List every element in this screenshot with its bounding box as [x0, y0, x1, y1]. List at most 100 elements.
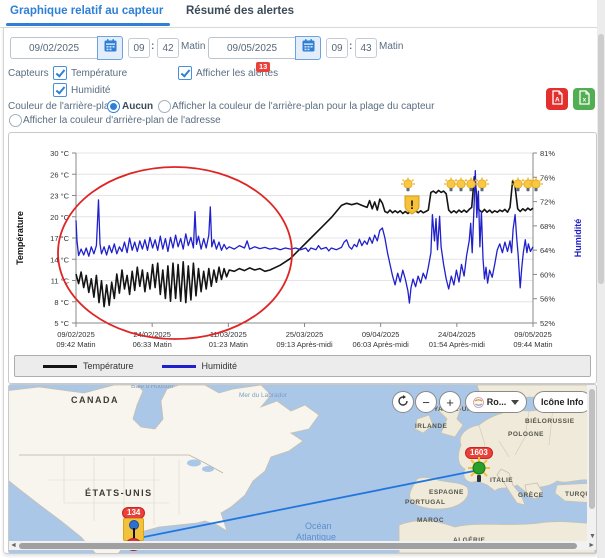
map-reset-button[interactable] [392, 391, 414, 413]
svg-text:06:03 Après-midi: 06:03 Après-midi [353, 340, 410, 349]
end-minute-input[interactable] [355, 38, 377, 58]
reset-view-icon [397, 394, 409, 410]
map-horizontal-scrollbar[interactable]: ◄ ► [9, 541, 596, 550]
tab-sensor-graph[interactable]: Graphique relatif au capteur [10, 5, 164, 17]
start-period-label: Matin [181, 41, 206, 52]
svg-text:81%: 81% [540, 149, 555, 158]
sensor-line-chart[interactable]: 30 °C26 °C23 °C20 °C17 °C14 °C11 °C8 °C5… [9, 133, 594, 353]
svg-text:52%: 52% [540, 319, 555, 328]
pdf-file-icon: A [551, 90, 564, 108]
fr-marker-pin-icon [477, 475, 481, 482]
temperature-checkbox[interactable] [53, 66, 67, 80]
svg-text:30 °C: 30 °C [50, 149, 69, 158]
svg-text:26 °C: 26 °C [50, 170, 69, 179]
bg-sensor-range-radio[interactable] [158, 100, 171, 113]
start-date-input[interactable] [10, 37, 98, 59]
bg-address-radio[interactable] [9, 114, 22, 127]
humidity-checkbox-label: Humidité [71, 85, 111, 96]
temperature-checkbox-label: Température [71, 68, 128, 79]
scroll-down-arrow-icon[interactable]: ▼ [589, 533, 596, 540]
end-hour-input[interactable] [326, 38, 348, 58]
svg-text:09:42 Matin: 09:42 Matin [56, 340, 95, 349]
zoom-in-icon: + [446, 394, 454, 410]
calendar-icon [104, 39, 117, 57]
us-marker-count-badge: 134 [122, 507, 146, 519]
icon-info-label: Icône Info [541, 397, 584, 407]
svg-text:A: A [555, 97, 560, 104]
svg-text:20 °C: 20 °C [50, 213, 69, 222]
humidity-legend-label: Humidité [201, 361, 238, 371]
ireland-landmass [414, 414, 434, 434]
page-scrollbar-thumb[interactable] [598, 34, 604, 284]
map-zoom-in-button[interactable]: + [439, 391, 461, 413]
svg-text:60%: 60% [540, 270, 555, 279]
svg-text:09:44 Matin: 09:44 Matin [513, 340, 552, 349]
bg-none-label: Aucun [122, 101, 154, 112]
end-date-calendar-button[interactable] [295, 36, 321, 60]
svg-text:64%: 64% [540, 246, 555, 255]
bg-color-label: Couleur de l'arrière-plan [8, 101, 115, 112]
sensor-route-line [133, 470, 475, 540]
map-vertical-scrollbar-thumb[interactable] [588, 389, 595, 509]
svg-text:5 °C: 5 °C [54, 319, 69, 328]
svg-text:24/02/2025: 24/02/2025 [133, 330, 171, 339]
alerts-count-badge: 13 [256, 62, 271, 72]
svg-text:x: x [582, 97, 586, 104]
map-horizontal-scrollbar-thumb[interactable] [19, 542, 577, 549]
svg-text:25/03/2025: 25/03/2025 [286, 330, 324, 339]
zoom-out-icon: − [422, 394, 430, 410]
map-marker-fr[interactable]: 1603 [461, 447, 507, 483]
bg-address-label: Afficher la couleur d'arrière-plan de l'… [23, 115, 221, 126]
svg-text:14 °C: 14 °C [50, 255, 69, 264]
svg-text:11/03/2025: 11/03/2025 [210, 330, 247, 339]
map-type-dropdown[interactable]: Ro... [465, 391, 527, 413]
svg-text:11 °C: 11 °C [51, 277, 70, 286]
svg-text:09/05/2025: 09/05/2025 [514, 330, 552, 339]
start-minute-input[interactable] [157, 38, 179, 58]
temperature-legend-label: Température [83, 361, 134, 371]
svg-text:68%: 68% [540, 222, 555, 231]
icon-info-button[interactable]: Icône Info [533, 391, 592, 413]
end-time-separator: : [349, 41, 353, 52]
sensor-map[interactable]: CANADA Baie d'Hudson Mer du Labrador ÉTATS-… [8, 384, 597, 554]
svg-text:06:33 Matin: 06:33 Matin [133, 340, 172, 349]
svg-text:8 °C: 8 °C [54, 298, 69, 307]
export-pdf-button[interactable]: A [546, 88, 568, 110]
scroll-left-arrow-icon[interactable]: ◄ [10, 542, 17, 549]
map-zoom-out-button[interactable]: − [415, 391, 437, 413]
start-date-calendar-button[interactable] [97, 36, 123, 60]
start-hour-input[interactable] [128, 38, 150, 58]
bg-sensor-range-label: Afficher la couleur de l'arrière-plan po… [172, 101, 435, 112]
map-vertical-scrollbar[interactable]: ▼ [587, 385, 596, 541]
excel-file-icon: x [578, 90, 591, 108]
tab-divider [0, 27, 597, 28]
chevron-down-icon [511, 399, 520, 405]
calendar-icon [302, 39, 315, 57]
end-date-input[interactable] [208, 37, 296, 59]
bg-none-radio[interactable] [107, 100, 120, 113]
svg-text:09/04/2025: 09/04/2025 [362, 330, 400, 339]
sensor-chart-panel: 30 °C 26 °C 23 °C 20 °C 17 °C 14 °C 11 °C 8 °C 5… [8, 132, 597, 384]
end-period-label: Matin [379, 41, 404, 52]
temperature-legend-swatch [43, 364, 77, 368]
svg-text:72%: 72% [540, 198, 555, 207]
humidity-checkbox[interactable] [53, 83, 67, 97]
svg-text:09:13 Après-midi: 09:13 Après-midi [276, 340, 333, 349]
export-excel-button[interactable]: x [573, 88, 595, 110]
svg-text:Humidité: Humidité [573, 219, 583, 258]
show-alerts-checkbox[interactable] [178, 66, 192, 80]
scroll-right-arrow-icon[interactable]: ► [588, 542, 595, 549]
svg-text:24/04/2025: 24/04/2025 [438, 330, 476, 339]
svg-text:09/02/2025: 09/02/2025 [57, 330, 95, 339]
svg-text:23 °C: 23 °C [50, 192, 69, 201]
map-type-label: Ro... [486, 397, 507, 407]
italy-landmass [496, 468, 526, 506]
capteurs-label: Capteurs [8, 68, 49, 79]
tab-alert-summary[interactable]: Résumé des alertes [186, 5, 295, 17]
start-time-separator: : [151, 41, 155, 52]
show-alerts-label: Afficher les alertes [196, 68, 279, 79]
svg-text:76%: 76% [540, 173, 555, 182]
svg-text:01:23 Matin: 01:23 Matin [209, 340, 248, 349]
page-scrollbar[interactable] [597, 0, 605, 558]
